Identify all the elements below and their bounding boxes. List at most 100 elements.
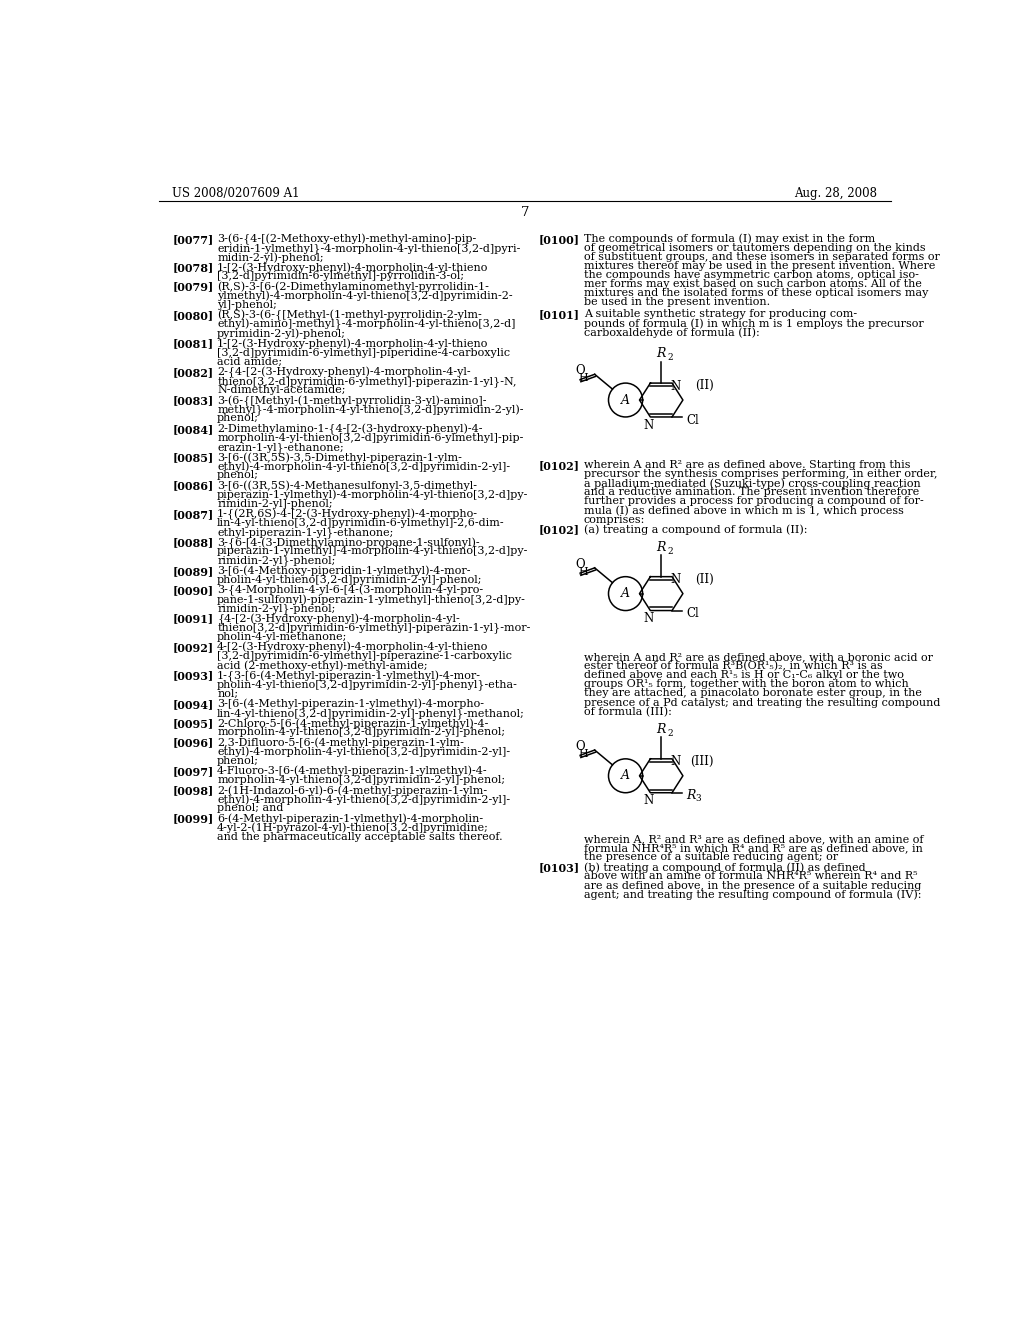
Text: [0088]: [0088] (172, 537, 213, 548)
Text: R: R (656, 723, 666, 735)
Text: [0089]: [0089] (172, 566, 213, 577)
Text: of geometrical isomers or tautomers depending on the kinds: of geometrical isomers or tautomers depe… (584, 243, 926, 253)
Text: groups OR¹₅ form, together with the boron atom to which: groups OR¹₅ form, together with the boro… (584, 680, 908, 689)
Text: (R,S)-3-[6-(2-Dimethylaminomethyl-pyrrolidin-1-: (R,S)-3-[6-(2-Dimethylaminomethyl-pyrrol… (217, 281, 489, 292)
Text: (II): (II) (695, 573, 714, 586)
Text: the presence of a suitable reducing agent; or: the presence of a suitable reducing agen… (584, 853, 838, 862)
Text: [0102]: [0102] (539, 461, 580, 471)
Text: 6-(4-Methyl-piperazin-1-ylmethyl)-4-morpholin-: 6-(4-Methyl-piperazin-1-ylmethyl)-4-morp… (217, 813, 483, 824)
Text: 3: 3 (695, 793, 700, 803)
Text: pholin-4-yl-methanone;: pholin-4-yl-methanone; (217, 632, 347, 642)
Text: N: N (671, 380, 681, 392)
Text: 2,3-Difluoro-5-[6-(4-methyl-piperazin-1-ylm-: 2,3-Difluoro-5-[6-(4-methyl-piperazin-1-… (217, 738, 464, 748)
Text: precursor the synthesis comprises performing, in either order,: precursor the synthesis comprises perfor… (584, 469, 937, 479)
Text: R: R (686, 789, 695, 803)
Text: they are attached, a pinacolato boronate ester group, in the: they are attached, a pinacolato boronate… (584, 689, 922, 698)
Text: (III): (III) (690, 755, 714, 768)
Text: The compounds of formula (I) may exist in the form: The compounds of formula (I) may exist i… (584, 234, 874, 244)
Text: morpholin-4-yl-thieno[3,2-d]pyrimidin-2-yl]-phenol;: morpholin-4-yl-thieno[3,2-d]pyrimidin-2-… (217, 727, 505, 737)
Text: mula (I) as defined above in which m is 1, which process: mula (I) as defined above in which m is … (584, 506, 903, 516)
Text: rimidin-2-yl}-phenol;: rimidin-2-yl}-phenol; (217, 556, 336, 566)
Text: mixtures thereof may be used in the present invention. Where: mixtures thereof may be used in the pres… (584, 261, 935, 271)
Text: [0093]: [0093] (172, 671, 213, 681)
Text: [0080]: [0080] (172, 310, 213, 321)
Text: ethyl)-amino]-methyl}-4-morpholin-4-yl-thieno[3,2-d]: ethyl)-amino]-methyl}-4-morpholin-4-yl-t… (217, 319, 516, 330)
Text: A: A (621, 393, 630, 407)
Text: [0092]: [0092] (172, 642, 213, 653)
Text: [0079]: [0079] (172, 281, 213, 293)
Text: O: O (575, 741, 585, 752)
Text: 1-{(2R,6S)-4-[2-(3-Hydroxy-phenyl)-4-morpho-: 1-{(2R,6S)-4-[2-(3-Hydroxy-phenyl)-4-mor… (217, 510, 478, 520)
Text: ethyl)-4-morpholin-4-yl-thieno[3,2-d]pyrimidin-2-yl]-: ethyl)-4-morpholin-4-yl-thieno[3,2-d]pyr… (217, 795, 510, 805)
Text: ethyl-piperazin-1-yl}-ethanone;: ethyl-piperazin-1-yl}-ethanone; (217, 527, 393, 537)
Text: mer forms may exist based on such carbon atoms. All of the: mer forms may exist based on such carbon… (584, 280, 922, 289)
Text: O: O (575, 364, 585, 378)
Text: defined above and each R¹₅ is H or C₁-C₆ alkyl or the two: defined above and each R¹₅ is H or C₁-C₆… (584, 671, 903, 680)
Text: 2-Chloro-5-[6-(4-methyl-piperazin-1-ylmethyl)-4-: 2-Chloro-5-[6-(4-methyl-piperazin-1-ylme… (217, 718, 488, 729)
Text: 3-{6-[4-(3-Dimethylamino-propane-1-sulfonyl)-: 3-{6-[4-(3-Dimethylamino-propane-1-sulfo… (217, 537, 480, 549)
Text: 1-[2-(3-Hydroxy-phenyl)-4-morpholin-4-yl-thieno: 1-[2-(3-Hydroxy-phenyl)-4-morpholin-4-yl… (217, 338, 488, 348)
Text: presence of a Pd catalyst; and treating the resulting compound: presence of a Pd catalyst; and treating … (584, 697, 940, 708)
Text: 4-Fluoro-3-[6-(4-methyl-piperazin-1-ylmethyl)-4-: 4-Fluoro-3-[6-(4-methyl-piperazin-1-ylme… (217, 766, 487, 776)
Text: [0082]: [0082] (172, 367, 213, 378)
Text: Cl: Cl (686, 607, 698, 620)
Text: [0091]: [0091] (172, 614, 213, 624)
Text: pane-1-sulfonyl)-piperazin-1-ylmethyl]-thieno[3,2-d]py-: pane-1-sulfonyl)-piperazin-1-ylmethyl]-t… (217, 594, 526, 605)
Text: ester thereof of formula R³B(OR¹₅)₂, in which R³ is as: ester thereof of formula R³B(OR¹₅)₂, in … (584, 661, 883, 672)
Text: (a) treating a compound of formula (II):: (a) treating a compound of formula (II): (584, 524, 807, 535)
Text: R: R (656, 541, 666, 553)
Text: [0094]: [0094] (172, 698, 213, 710)
Text: lin-4-yl-thieno[3,2-d]pyrimidin-6-ylmethyl]-2,6-dim-: lin-4-yl-thieno[3,2-d]pyrimidin-6-ylmeth… (217, 517, 505, 528)
Text: further provides a process for producing a compound of for-: further provides a process for producing… (584, 496, 924, 507)
Text: above with an amine of formula NHR⁴R⁵ wherein R⁴ and R⁵: above with an amine of formula NHR⁴R⁵ wh… (584, 871, 918, 882)
Text: [0100]: [0100] (539, 234, 580, 246)
Text: ylmethyl)-4-morpholin-4-yl-thieno[3,2-d]pyrimidin-2-: ylmethyl)-4-morpholin-4-yl-thieno[3,2-d]… (217, 290, 513, 301)
Text: R: R (656, 347, 666, 360)
Text: erazin-1-yl}-ethanone;: erazin-1-yl}-ethanone; (217, 442, 344, 453)
Text: the compounds have asymmetric carbon atoms, optical iso-: the compounds have asymmetric carbon ato… (584, 271, 919, 280)
Text: [0099]: [0099] (172, 813, 213, 825)
Text: thieno[3,2-d]pyrimidin-6-ylmethyl]-piperazin-1-yl}-mor-: thieno[3,2-d]pyrimidin-6-ylmethyl]-piper… (217, 623, 530, 634)
Text: eridin-1-ylmethyl}-4-morpholin-4-yl-thieno[3,2-d]pyri-: eridin-1-ylmethyl}-4-morpholin-4-yl-thie… (217, 243, 520, 253)
Text: H: H (579, 374, 588, 383)
Text: 3-{4-Morpholin-4-yl-6-[4-(3-morpholin-4-yl-pro-: 3-{4-Morpholin-4-yl-6-[4-(3-morpholin-4-… (217, 585, 483, 597)
Text: N: N (671, 573, 681, 586)
Text: (II): (II) (695, 379, 714, 392)
Text: N: N (671, 755, 681, 768)
Text: yl]-phenol;: yl]-phenol; (217, 300, 278, 310)
Text: of substituent groups, and these isomers in separated forms or: of substituent groups, and these isomers… (584, 252, 940, 263)
Text: H: H (579, 566, 588, 577)
Text: phenol;: phenol; (217, 755, 259, 766)
Text: phenol;: phenol; (217, 413, 259, 424)
Text: {4-[2-(3-Hydroxy-phenyl)-4-morpholin-4-yl-: {4-[2-(3-Hydroxy-phenyl)-4-morpholin-4-y… (217, 614, 460, 624)
Text: piperazin-1-ylmethyl)-4-morpholin-4-yl-thieno[3,2-d]py-: piperazin-1-ylmethyl)-4-morpholin-4-yl-t… (217, 490, 528, 500)
Text: O: O (575, 558, 585, 570)
Text: thieno[3,2-d]pyrimidin-6-ylmethyl]-piperazin-1-yl}-N,: thieno[3,2-d]pyrimidin-6-ylmethyl]-piper… (217, 376, 517, 387)
Text: [3,2-d]pyrimidin-6-ylmethyl]-pyrrolidin-3-ol;: [3,2-d]pyrimidin-6-ylmethyl]-pyrrolidin-… (217, 272, 464, 281)
Text: [0097]: [0097] (172, 766, 213, 776)
Text: N: N (644, 612, 654, 626)
Text: [0102]: [0102] (539, 524, 580, 536)
Text: [0084]: [0084] (172, 424, 213, 434)
Text: [0098]: [0098] (172, 785, 213, 796)
Text: formula NHR⁴R⁵ in which R⁴ and R⁵ are as defined above, in: formula NHR⁴R⁵ in which R⁴ and R⁵ are as… (584, 843, 923, 854)
Text: rimidin-2-yl]-phenol;: rimidin-2-yl]-phenol; (217, 499, 333, 508)
Text: lin-4-yl-thieno[3,2-d]pyrimidin-2-yl]-phenyl}-methanol;: lin-4-yl-thieno[3,2-d]pyrimidin-2-yl]-ph… (217, 708, 525, 718)
Text: of formula (III):: of formula (III): (584, 706, 672, 717)
Text: H: H (579, 748, 588, 759)
Text: 3-[6-(4-Methoxy-piperidin-1-ylmethyl)-4-mor-: 3-[6-(4-Methoxy-piperidin-1-ylmethyl)-4-… (217, 566, 471, 577)
Text: 1-[2-(3-Hydroxy-phenyl)-4-morpholin-4-yl-thieno: 1-[2-(3-Hydroxy-phenyl)-4-morpholin-4-yl… (217, 263, 488, 273)
Text: [0085]: [0085] (172, 451, 213, 463)
Text: 3-[6-((3R,5S)-3,5-Dimethyl-piperazin-1-ylm-: 3-[6-((3R,5S)-3,5-Dimethyl-piperazin-1-y… (217, 451, 462, 462)
Text: pounds of formula (I) in which m is 1 employs the precursor: pounds of formula (I) in which m is 1 em… (584, 318, 924, 329)
Text: 7: 7 (520, 206, 529, 219)
Text: wherein A, R² and R³ are as defined above, with an amine of: wherein A, R² and R³ are as defined abov… (584, 834, 924, 845)
Text: phenol;: phenol; (217, 470, 259, 480)
Text: 2: 2 (668, 729, 673, 738)
Text: [0081]: [0081] (172, 338, 213, 350)
Text: [3,2-d]pyrimidin-6-ylmethyl]-piperidine-4-carboxylic: [3,2-d]pyrimidin-6-ylmethyl]-piperidine-… (217, 347, 510, 358)
Text: [0101]: [0101] (539, 309, 580, 319)
Text: N-dimethyl-acetamide;: N-dimethyl-acetamide; (217, 385, 346, 395)
Text: [0087]: [0087] (172, 510, 213, 520)
Text: US 2008/0207609 A1: US 2008/0207609 A1 (172, 187, 300, 199)
